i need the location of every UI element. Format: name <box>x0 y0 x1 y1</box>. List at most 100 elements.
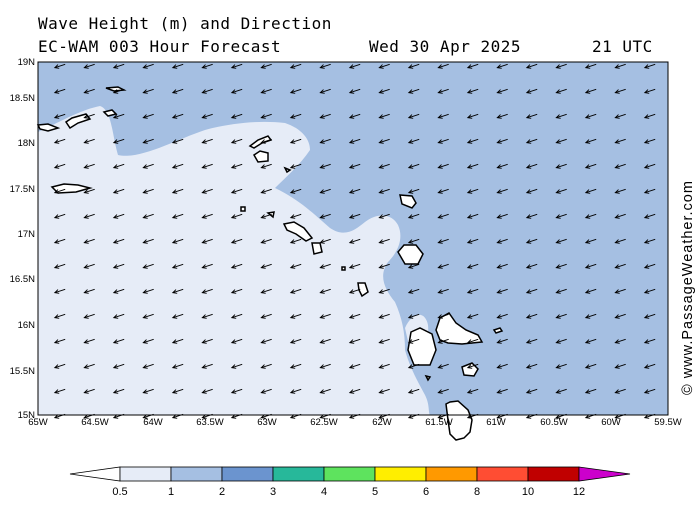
wave-arrow <box>260 263 272 269</box>
wave-arrow <box>289 213 302 219</box>
wave-arrow <box>525 188 538 194</box>
wave-arrow <box>171 388 184 394</box>
wave-arrow <box>555 63 567 69</box>
wave-arrow <box>437 138 449 144</box>
wave-arrow <box>584 188 597 194</box>
wave-arrow <box>171 238 184 244</box>
wave-arrow <box>614 163 626 169</box>
wave-arrow <box>407 363 420 369</box>
colorbar-label: 5 <box>372 486 378 498</box>
wave-arrow <box>466 263 479 269</box>
wave-arrow <box>643 188 656 194</box>
wave-arrow <box>319 313 331 319</box>
wave-arrow <box>260 113 272 119</box>
colorbar-segment <box>119 466 172 482</box>
wave-arrow <box>584 313 597 319</box>
latitude-axis: 15N 15.5N 16N 16.5N 17N 17.5N 18N 18.5N … <box>10 57 35 421</box>
wave-arrow <box>525 113 538 119</box>
wave-arrow <box>584 288 597 294</box>
wave-arrow <box>407 88 420 94</box>
wave-arrow <box>584 63 597 69</box>
wave-arrow <box>496 88 508 94</box>
wave-arrow <box>53 63 66 69</box>
wave-arrow <box>555 138 567 144</box>
wave-arrow <box>555 238 567 244</box>
wave-arrow <box>53 288 66 294</box>
wave-arrow <box>584 388 597 394</box>
wave-arrow <box>53 263 66 269</box>
wave-arrow <box>201 163 213 169</box>
colorbar-segment <box>374 466 427 482</box>
wave-arrow <box>201 288 213 294</box>
wave-arrow <box>614 288 626 294</box>
site-credit: © www.PassageWeather.com <box>680 180 696 395</box>
wave-arrow <box>643 88 656 94</box>
wave-arrow <box>614 388 626 394</box>
wave-arrow <box>525 263 538 269</box>
wave-arrow <box>112 388 125 394</box>
wave-arrow <box>496 388 508 394</box>
wave-arrow <box>112 238 125 244</box>
wave-arrow <box>53 388 66 394</box>
wave-arrow <box>466 363 479 369</box>
wave-arrow <box>319 263 331 269</box>
wave-arrow <box>142 188 154 194</box>
colorbar-label: 0.5 <box>112 486 127 498</box>
wave-arrow <box>643 388 656 394</box>
wave-arrow <box>407 388 420 394</box>
wave-arrow <box>319 88 331 94</box>
wave-arrow <box>83 388 95 394</box>
wave-arrow <box>584 213 597 219</box>
wave-arrow <box>496 338 508 344</box>
wave-arrow <box>496 113 508 119</box>
wave-arrow <box>378 263 390 269</box>
wave-arrow <box>643 138 656 144</box>
wave-arrow <box>643 63 656 69</box>
lat-tick-label: 15N <box>18 410 36 421</box>
wave-arrow <box>142 213 154 219</box>
wave-arrow <box>230 63 243 69</box>
wave-arrow <box>201 363 213 369</box>
colorbar-segment <box>425 466 478 482</box>
colorbar-label: 1 <box>168 486 174 498</box>
wave-arrow <box>230 163 243 169</box>
wave-arrow <box>319 363 331 369</box>
wave-arrow <box>112 63 125 69</box>
wave-arrow <box>53 163 66 169</box>
wave-arrow <box>466 188 479 194</box>
wave-arrow <box>289 263 302 269</box>
wave-arrow <box>525 313 538 319</box>
wave-arrow <box>643 263 656 269</box>
wave-arrow <box>348 338 361 344</box>
colorbar-segment <box>323 466 376 482</box>
wave-arrow <box>614 263 626 269</box>
wave-arrow <box>525 338 538 344</box>
wave-arrow <box>83 188 95 194</box>
island-antigua <box>397 244 424 265</box>
wave-arrow <box>289 113 302 119</box>
wave-arrow <box>437 288 449 294</box>
wave-arrow <box>614 63 626 69</box>
colorbar-segment <box>221 466 274 482</box>
wave-arrow <box>142 63 154 69</box>
wave-arrow <box>378 163 390 169</box>
wave-arrow <box>142 363 154 369</box>
island-montserrat <box>357 282 369 298</box>
wave-arrow <box>555 113 567 119</box>
wave-arrow <box>643 213 656 219</box>
wave-arrow <box>289 313 302 319</box>
wave-arrow <box>201 213 213 219</box>
wave-arrow <box>378 213 390 219</box>
wave-arrow <box>201 388 213 394</box>
wave-arrow <box>407 63 420 69</box>
wave-arrow <box>289 163 302 169</box>
wave-arrow <box>348 238 361 244</box>
wave-arrow <box>112 138 125 144</box>
map-frame <box>37 61 669 416</box>
wave-arrow <box>112 188 125 194</box>
wave-arrow <box>83 63 95 69</box>
wave-arrow <box>53 88 66 94</box>
lat-tick-label: 15.5N <box>10 366 35 377</box>
colorbar-label: 6 <box>423 486 429 498</box>
wave-arrow <box>230 363 243 369</box>
